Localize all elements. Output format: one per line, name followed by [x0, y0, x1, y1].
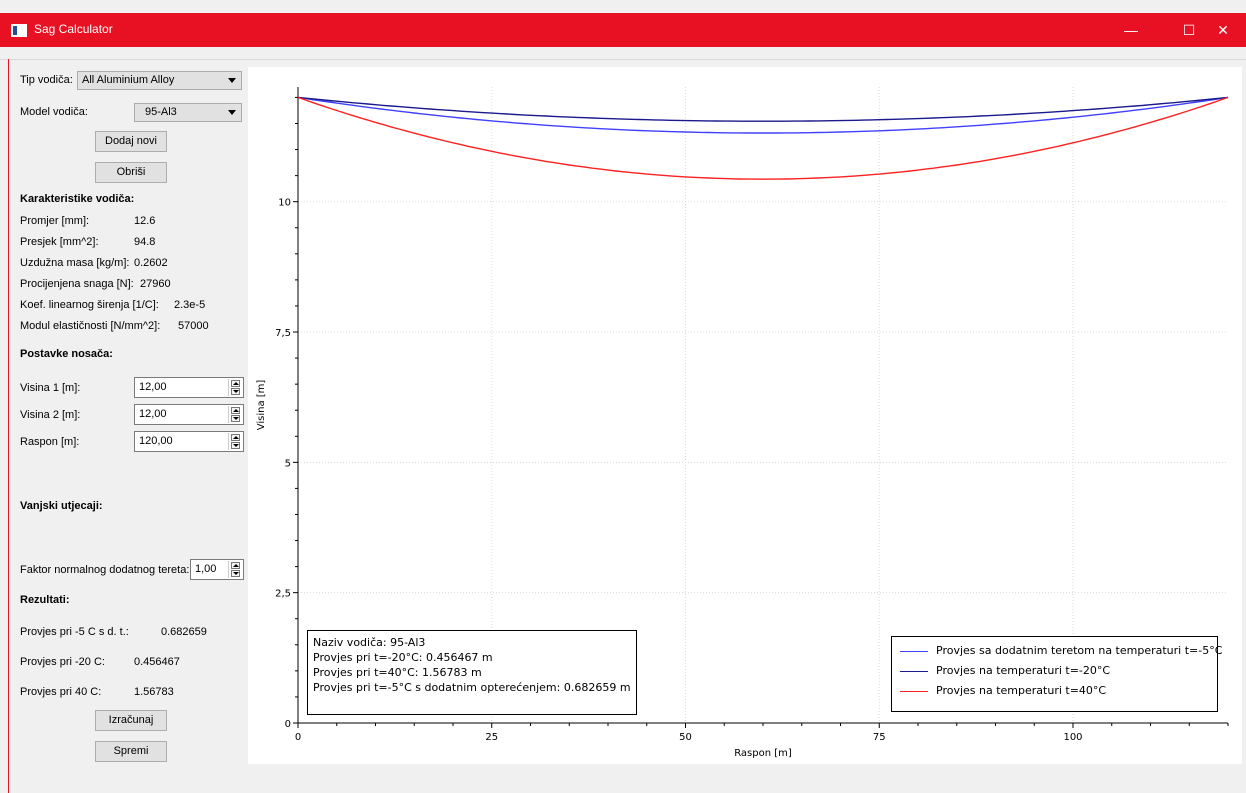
- info-line-sag-minus20: Provjes pri t=-20°C: 0.456467 m: [313, 651, 493, 664]
- window-border: [8, 59, 9, 793]
- x-tick-label: 75: [873, 732, 886, 743]
- info-line-name: Naziv vodiča: 95-Al3: [313, 636, 426, 649]
- legend-swatch: [900, 651, 928, 652]
- char-label: Koef. linearnog širenja [1/C]:: [20, 299, 159, 311]
- raspon-value: 120,00: [139, 435, 173, 447]
- y-tick-label: 0: [285, 719, 291, 730]
- obrisi-button[interactable]: Obriši: [95, 162, 167, 183]
- y-tick-label: 2,5: [275, 589, 291, 600]
- spin-arrows-icon[interactable]: [228, 433, 242, 450]
- dodaj-novi-button[interactable]: Dodaj novi: [95, 131, 167, 152]
- legend-swatch: [900, 691, 928, 692]
- app-icon: [11, 24, 27, 37]
- legend-label: Provjes na temperaturi t=40°C: [936, 684, 1107, 697]
- chart-legend: Provjes sa dodatnim teretom na temperatu…: [891, 636, 1222, 712]
- char-label: Promjer [mm]:: [20, 215, 90, 227]
- karakteristike-heading: Karakteristike vodiča:: [20, 193, 135, 205]
- y-tick-label: 5: [285, 458, 291, 469]
- x-tick-label: 100: [1063, 732, 1082, 743]
- result-label: Provjes pri -5 C s d. t.:: [20, 626, 129, 638]
- char-label: Procijenjena snaga [N]:: [20, 278, 134, 290]
- chart-svg: 0 25 50 75 100 0 2,5 5 7,5 10 Raspon [m] Visina [m]: [256, 87, 1229, 759]
- series-line: [297, 96, 1229, 122]
- char-value: 27960: [140, 278, 171, 290]
- char-label: Presjek [mm^2]:: [20, 236, 99, 248]
- legend-label: Provjes sa dodatnim teretom na temperatu…: [936, 644, 1223, 657]
- char-label: Modul elastičnosti [N/mm^2]:: [20, 320, 161, 332]
- char-label: Uzdužna masa [kg/m]:: [20, 257, 130, 269]
- char-value: 12.6: [134, 215, 156, 227]
- faktor-label: Faktor normalnog dodatnog tereta:: [20, 564, 190, 576]
- char-value: 57000: [178, 320, 209, 332]
- chevron-down-icon: [228, 110, 236, 115]
- legend-item: Provjes sa dodatnim teretom na temperatu…: [900, 643, 1222, 663]
- x-axis-label: Raspon [m]: [734, 748, 792, 759]
- minimize-button[interactable]: —: [1124, 22, 1138, 38]
- x-tick-label: 25: [485, 732, 498, 743]
- x-tick-label: 0: [295, 732, 301, 743]
- char-value: 94.8: [134, 236, 156, 248]
- visina2-label: Visina 2 [m]:: [20, 409, 81, 421]
- rezultati-heading: Rezultati:: [20, 594, 70, 606]
- y-tick-label: 7,5: [275, 328, 291, 339]
- close-button[interactable]: ✕: [1217, 21, 1229, 38]
- window-title: Sag Calculator: [34, 22, 113, 36]
- legend-item: Provjes na temperaturi t=-20°C: [900, 663, 1209, 683]
- info-box: Naziv vodiča: 95-Al3 Provjes pri t=-20°C…: [307, 630, 637, 715]
- raspon-label: Raspon [m]:: [20, 436, 80, 448]
- vanjski-heading: Vanjski utjecaji:: [20, 500, 103, 512]
- legend-label: Provjes na temperaturi t=-20°C: [936, 664, 1111, 677]
- title-bar: Sag Calculator — ☐ ✕: [0, 13, 1246, 47]
- y-axis-label: Visina [m]: [256, 380, 267, 431]
- result-value: 1.56783: [134, 686, 174, 698]
- menu-strip: [0, 47, 1246, 60]
- legend-item: Provjes na temperaturi t=40°C: [900, 683, 1209, 703]
- raspon-spinbox[interactable]: 120,00: [134, 431, 244, 452]
- result-label: Provjes pri -20 C:: [20, 656, 105, 668]
- char-value: 2.3e-5: [174, 299, 206, 311]
- result-value: 0.682659: [161, 626, 207, 638]
- model-vodica-combo[interactable]: 95-Al3: [134, 103, 242, 122]
- visina1-value: 12,00: [139, 381, 167, 393]
- model-vodica-value: 95-Al3: [145, 106, 177, 118]
- legend-swatch: [900, 671, 928, 672]
- info-line-sag-minus5-load: Provjes pri t=-5°C s dodatnim opterećenj…: [313, 681, 631, 694]
- left-panel: Tip vodiča: All Aluminium Alloy Model vo…: [20, 66, 246, 786]
- tip-vodica-value: All Aluminium Alloy: [82, 74, 175, 86]
- visina2-spinbox[interactable]: 12,00: [134, 404, 244, 425]
- series-line: [297, 96, 1229, 180]
- spin-arrows-icon[interactable]: [228, 561, 242, 578]
- spremi-button[interactable]: Spremi: [95, 741, 167, 762]
- model-vodica-label: Model vodiča:: [20, 106, 88, 118]
- faktor-value: 1,00: [195, 563, 217, 575]
- x-tick-label: 50: [679, 732, 692, 743]
- spin-arrows-icon[interactable]: [228, 379, 242, 396]
- char-value: 0.2602: [134, 257, 168, 269]
- visina1-spinbox[interactable]: 12,00: [134, 377, 244, 398]
- sag-chart: 0 25 50 75 100 0 2,5 5 7,5 10 Raspon [m] Visina [m]…: [248, 67, 1242, 764]
- maximize-button[interactable]: ☐: [1182, 21, 1196, 38]
- faktor-spinbox[interactable]: 1,00: [190, 559, 244, 580]
- result-value: 0.456467: [134, 656, 180, 668]
- visina2-value: 12,00: [139, 408, 167, 420]
- result-label: Provjes pri 40 C:: [20, 686, 102, 698]
- y-tick-label: 10: [278, 198, 291, 209]
- postavke-heading: Postavke nosača:: [20, 348, 113, 360]
- tip-vodica-combo[interactable]: All Aluminium Alloy: [77, 71, 242, 90]
- series-line: [297, 96, 1229, 134]
- tip-vodica-label: Tip vodiča:: [20, 74, 73, 86]
- izracunaj-button[interactable]: Izračunaj: [95, 710, 167, 731]
- visina1-label: Visina 1 [m]:: [20, 382, 81, 394]
- info-line-sag-40: Provjes pri t=40°C: 1.56783 m: [313, 666, 482, 679]
- spin-arrows-icon[interactable]: [228, 406, 242, 423]
- chevron-down-icon: [228, 78, 236, 83]
